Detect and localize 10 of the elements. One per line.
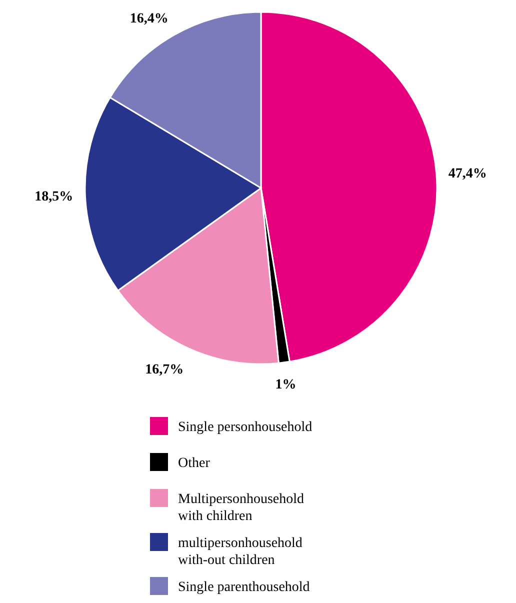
legend-label: Single parenthousehold — [178, 580, 310, 595]
data-label: 18,5% — [34, 190, 74, 205]
data-label: 1% — [275, 377, 296, 392]
legend-label: Single personhousehold — [178, 420, 312, 435]
legend-label: Other — [178, 456, 210, 471]
data-label: 16,7% — [145, 362, 184, 378]
data-label: 16,4% — [130, 11, 168, 26]
data-label: 47,4% — [448, 166, 487, 182]
legend-label: multipersonhousehold with-out children — [178, 536, 302, 568]
legend-label: Multipersonhousehold with children — [178, 492, 304, 524]
